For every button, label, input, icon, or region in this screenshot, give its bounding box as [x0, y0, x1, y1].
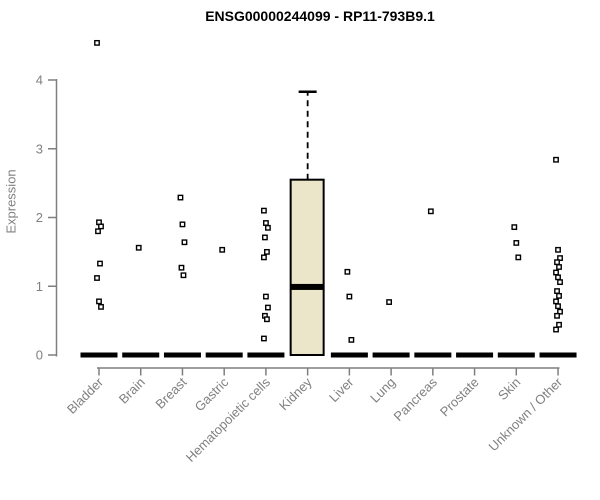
x-tick-label: Liver [326, 374, 357, 405]
jitter-point [261, 254, 267, 261]
x-tick-label: Prostate [437, 375, 482, 420]
jitter-point [427, 208, 434, 215]
jitter-point [263, 293, 269, 300]
jitter-point [555, 246, 561, 253]
jitter-point [511, 224, 518, 231]
y-tick-label: 0 [36, 348, 43, 363]
y-tick-label: 1 [36, 279, 43, 294]
jitter-point [94, 275, 100, 281]
jitter-point [264, 248, 270, 255]
jitter-point [554, 312, 560, 319]
x-tick-label: Breast [152, 374, 189, 411]
jitter-point [556, 321, 562, 328]
jitter-point [557, 279, 563, 286]
jitter-point [135, 244, 142, 251]
jitter-point [178, 264, 185, 271]
jitter-point [98, 303, 104, 310]
x-tick-label: Gastric [192, 374, 232, 414]
x-tick-label: Kidney [276, 374, 315, 413]
jitter-point [97, 260, 103, 267]
jitter-point [95, 228, 101, 235]
jitter-point [557, 255, 563, 261]
x-tick-label: Skin [495, 375, 523, 403]
jitter-point [555, 274, 561, 281]
zero-box [539, 352, 577, 358]
jitter-point [219, 246, 226, 253]
x-tick-label: Lung [367, 375, 398, 406]
jitter-point [554, 259, 560, 266]
jitter-point [553, 156, 559, 163]
zero-box [247, 352, 285, 358]
jitter-point [180, 272, 187, 279]
jitter-point [557, 308, 563, 315]
zero-box [372, 352, 410, 358]
jitter-point [177, 194, 184, 201]
jitter-point [553, 326, 559, 333]
zero-box [414, 352, 452, 358]
y-tick-label: 4 [36, 73, 43, 88]
jitter-point [344, 268, 351, 275]
jitter-point [263, 220, 269, 226]
zero-box [122, 352, 160, 358]
jitter-point [554, 288, 560, 294]
jitter-point [553, 298, 559, 305]
jitter-point [264, 316, 270, 323]
jitter-point [553, 269, 559, 276]
zero-box [205, 352, 243, 358]
y-tick-label: 2 [36, 210, 43, 225]
jitter-point [179, 221, 186, 228]
jitter-point [265, 304, 271, 311]
jitter-point [261, 335, 267, 342]
box [289, 178, 325, 356]
jitter-point [348, 336, 355, 343]
jitter-point [556, 292, 562, 299]
jitter-point [556, 264, 562, 270]
jitter-point [94, 39, 100, 46]
jitter-point [265, 224, 271, 231]
x-tick-label: Pancreas [391, 374, 441, 424]
jitter-point [96, 298, 102, 305]
jitter-point [181, 239, 188, 246]
zero-box [80, 352, 118, 358]
x-tick-label: Brain [116, 375, 148, 407]
zero-box [497, 352, 535, 358]
jitter-point [346, 293, 353, 300]
zero-box [163, 352, 201, 358]
y-tick-label: 3 [36, 141, 43, 156]
jitter-point [262, 234, 268, 241]
zero-box [330, 352, 368, 358]
jitter-point [515, 254, 522, 261]
jitter-point [555, 303, 561, 310]
x-tick-label: Bladder [64, 374, 107, 417]
chart-title: ENSG00000244099 - RP11-793B9.1 [205, 8, 435, 24]
jitter-point [261, 207, 267, 214]
zero-box [456, 352, 494, 358]
x-tick-label: Unknown / Other [486, 374, 566, 454]
median-line [290, 283, 324, 290]
jitter-point [98, 223, 104, 230]
jitter-point [386, 299, 393, 305]
jitter-point [513, 240, 520, 246]
